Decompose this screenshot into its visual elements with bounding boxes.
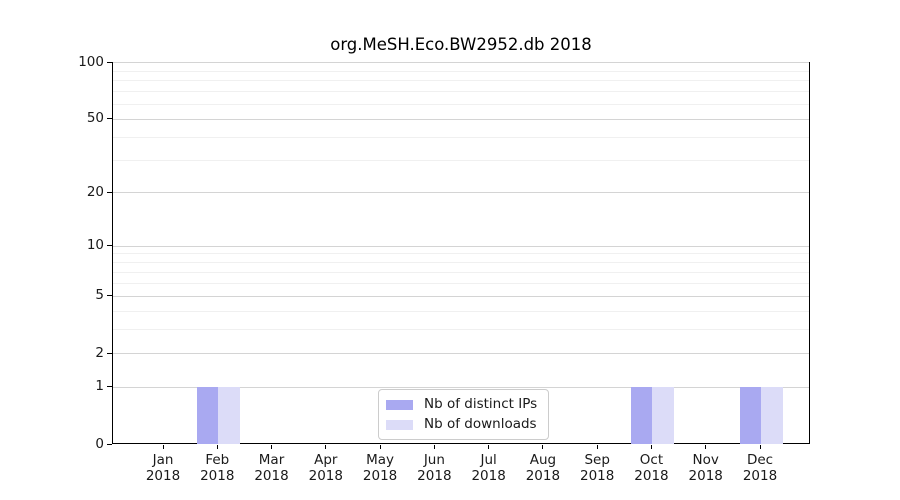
y-tick-label-20: 20 (86, 183, 104, 200)
gridline-minor-4 (113, 310, 809, 312)
x-tick-label-sep: Sep 2018 (579, 452, 615, 484)
y-tick-5 (107, 295, 112, 297)
gridline-minor-6 (113, 282, 809, 284)
y-tick-2 (107, 352, 112, 354)
y-tick-label-1: 1 (95, 378, 104, 395)
gridline-minor-3 (113, 329, 809, 331)
gridline-2 (113, 353, 809, 355)
x-tick-label-apr: Apr 2018 (308, 452, 343, 484)
x-tick-label-dec: Dec 2018 (742, 452, 778, 484)
gridline-minor-7 (113, 271, 809, 273)
chart-title: org.MeSH.Eco.BW2952.db 2018 (330, 35, 592, 54)
y-tick-label-10: 10 (86, 237, 104, 254)
y-tick-label-50: 50 (86, 110, 104, 127)
bar-downloads-dec (761, 386, 783, 444)
legend: Nb of distinct IPs Nb of downloads (378, 389, 550, 440)
legend-swatch-distinct-ips (386, 399, 413, 410)
plot-area (112, 62, 810, 444)
x-tick-apr (325, 445, 327, 449)
legend-label-downloads: Nb of downloads (424, 416, 537, 432)
gridline-100 (113, 62, 809, 63)
x-tick-nov (705, 445, 707, 449)
legend-item-distinct-ips: Nb of distinct IPs (386, 397, 537, 412)
x-tick-label-jun: Jun 2018 (417, 452, 452, 484)
y-tick-label-100: 100 (78, 53, 104, 70)
gridline-minor-30 (113, 159, 809, 161)
y-tick-20 (107, 191, 112, 193)
bar-distinct-ips-feb (196, 386, 219, 444)
gridline-minor-90 (113, 70, 809, 72)
y-tick-label-0: 0 (95, 435, 104, 452)
x-tick-jan (162, 445, 164, 449)
bar-distinct-ips-dec (739, 386, 761, 444)
x-tick-label-feb: Feb 2018 (200, 452, 235, 484)
y-tick-100 (107, 61, 112, 63)
gridline-20 (113, 192, 809, 193)
x-tick-dec (759, 445, 761, 449)
bar-downloads-feb (218, 386, 240, 444)
y-tick-label-2: 2 (95, 344, 104, 361)
y-tick-0 (107, 443, 112, 445)
gridline-minor-80 (113, 80, 809, 82)
x-tick-jun (433, 445, 435, 449)
x-tick-label-mar: Mar 2018 (254, 452, 289, 484)
x-tick-label-nov: Nov 2018 (688, 452, 723, 484)
bar-downloads-oct (652, 386, 674, 444)
x-tick-mar (271, 445, 273, 449)
x-tick-oct (650, 445, 652, 449)
x-tick-may (379, 445, 381, 449)
x-tick-aug (542, 445, 544, 449)
legend-label-distinct-ips: Nb of distinct IPs (424, 396, 538, 412)
x-tick-label-jan: Jan 2018 (145, 452, 181, 484)
x-tick-label-oct: Oct 2018 (634, 452, 669, 484)
x-tick-label-may: May 2018 (362, 452, 398, 484)
y-tick-50 (107, 118, 112, 120)
bar-distinct-ips-oct (630, 386, 653, 444)
x-tick-sep (596, 445, 598, 449)
y-tick-10 (107, 245, 112, 247)
gridline-minor-70 (113, 91, 809, 93)
legend-item-downloads: Nb of downloads (386, 417, 537, 432)
legend-swatch-downloads (386, 419, 413, 430)
gridline-5 (113, 295, 809, 297)
x-tick-label-aug: Aug 2018 (525, 452, 561, 484)
gridline-minor-8 (113, 262, 809, 264)
x-tick-jul (488, 445, 490, 449)
y-tick-label-5: 5 (95, 287, 104, 304)
gridline-50 (113, 118, 809, 120)
gridline-minor-9 (113, 253, 809, 255)
gridline-1 (113, 386, 809, 388)
gridline-minor-60 (113, 103, 809, 105)
gridline-10 (113, 245, 809, 247)
y-tick-1 (107, 386, 112, 388)
x-tick-label-jul: Jul 2018 (471, 452, 506, 484)
gridline-minor-40 (113, 136, 809, 138)
x-tick-feb (216, 445, 218, 449)
